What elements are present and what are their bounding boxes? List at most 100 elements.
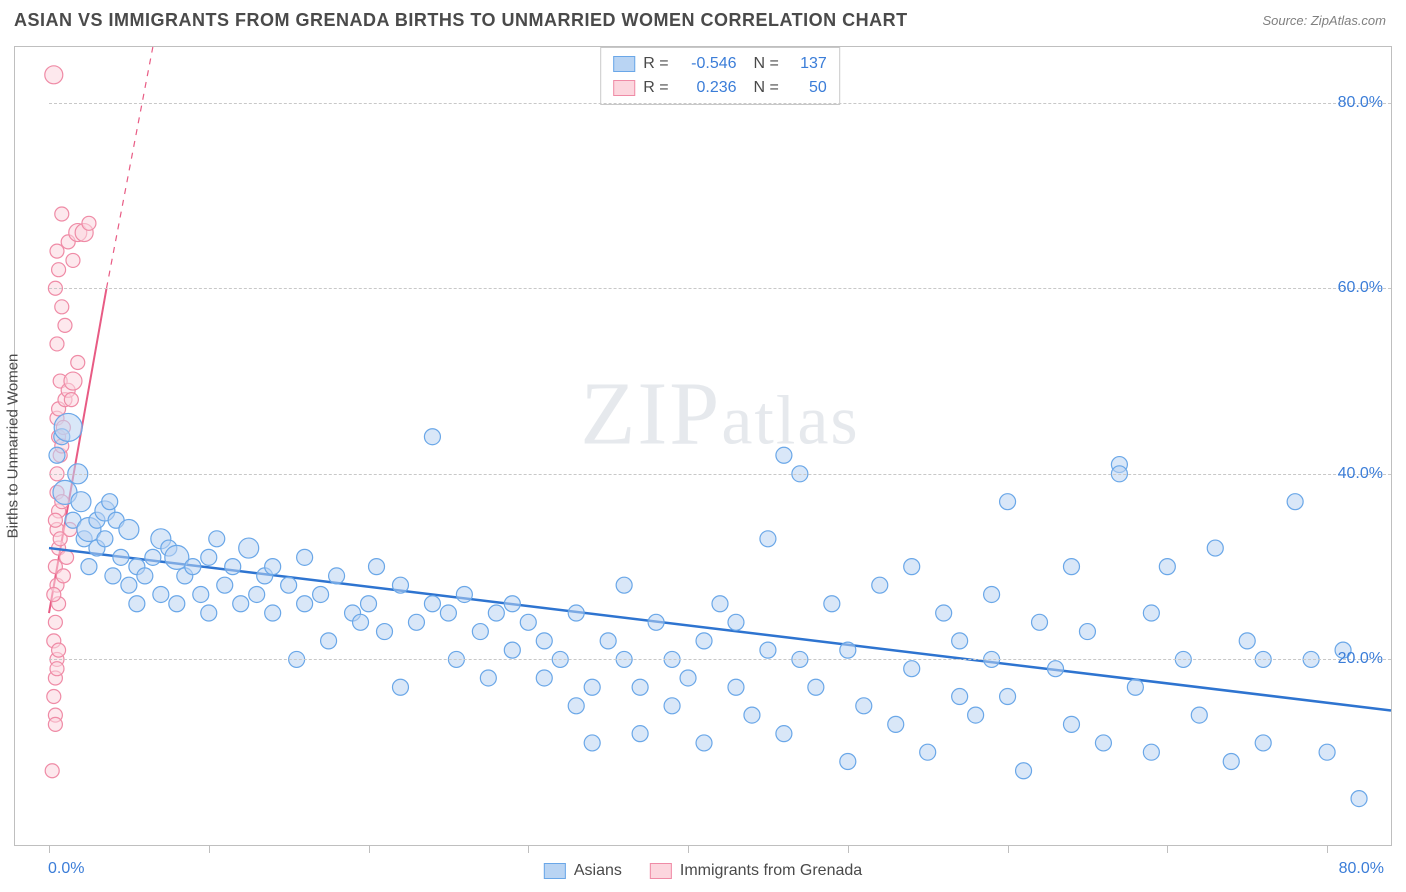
a-point: [297, 596, 313, 612]
a-point: [904, 559, 920, 575]
stat-n-label: N =: [745, 76, 779, 100]
b-point: [45, 66, 63, 84]
a-point: [712, 596, 728, 612]
stats-legend-row: R =-0.546 N =137: [613, 52, 827, 76]
a-trend-line: [49, 548, 1391, 710]
a-point: [185, 559, 201, 575]
a-point: [744, 707, 760, 723]
x-tick: [688, 845, 689, 853]
a-point: [904, 661, 920, 677]
x-tick: [1167, 845, 1168, 853]
a-point: [728, 679, 744, 695]
b-point: [60, 550, 74, 564]
a-point: [824, 596, 840, 612]
a-point: [1063, 716, 1079, 732]
legend-item: Immigrants from Grenada: [650, 862, 862, 880]
series-legend: Asians Immigrants from Grenada: [544, 862, 862, 880]
b-point: [50, 337, 64, 351]
b-point: [52, 643, 66, 657]
a-point: [480, 670, 496, 686]
a-point: [329, 568, 345, 584]
a-point: [369, 559, 385, 575]
a-point: [313, 586, 329, 602]
a-point: [520, 614, 536, 630]
a-point: [808, 679, 824, 695]
a-point: [97, 531, 113, 547]
source-attribution: Source: ZipAtlas.com: [1262, 13, 1386, 28]
a-point: [952, 633, 968, 649]
b-point: [47, 690, 61, 704]
gridline: [49, 288, 1391, 289]
a-point: [984, 586, 1000, 602]
a-point: [472, 624, 488, 640]
a-point: [728, 614, 744, 630]
x-tick: [1327, 845, 1328, 853]
b-point: [66, 253, 80, 267]
a-point: [1287, 494, 1303, 510]
x-axis-max-label: 80.0%: [1339, 860, 1384, 878]
a-point: [265, 559, 281, 575]
a-point: [392, 577, 408, 593]
a-point: [696, 735, 712, 751]
a-point: [1207, 540, 1223, 556]
a-point: [169, 596, 185, 612]
y-tick-label: 40.0%: [1338, 465, 1383, 483]
a-point: [568, 605, 584, 621]
b-point: [47, 587, 61, 601]
b-point: [64, 393, 78, 407]
b-point: [82, 216, 96, 230]
a-point: [233, 596, 249, 612]
a-point: [1319, 744, 1335, 760]
b-point: [48, 615, 62, 629]
a-point: [488, 605, 504, 621]
a-point: [121, 577, 137, 593]
a-point: [760, 531, 776, 547]
a-point: [49, 447, 65, 463]
source-name: ZipAtlas.com: [1311, 13, 1386, 28]
a-point: [648, 614, 664, 630]
b-point: [56, 569, 70, 583]
a-point: [616, 577, 632, 593]
legend-label: Immigrants from Grenada: [680, 862, 862, 880]
b-point: [50, 244, 64, 258]
a-point: [1159, 559, 1175, 575]
legend-swatch: [613, 56, 635, 72]
a-point: [840, 753, 856, 769]
a-point: [1032, 614, 1048, 630]
b-point: [50, 662, 64, 676]
a-point: [377, 624, 393, 640]
a-point: [1016, 763, 1032, 779]
a-point: [105, 568, 121, 584]
b-point: [64, 372, 82, 390]
a-point: [281, 577, 297, 593]
a-point: [872, 577, 888, 593]
a-point: [353, 614, 369, 630]
a-point: [424, 596, 440, 612]
a-point: [584, 735, 600, 751]
legend-swatch: [613, 80, 635, 96]
x-tick: [209, 845, 210, 853]
b-point: [52, 263, 66, 277]
a-point: [113, 549, 129, 565]
a-point: [265, 605, 281, 621]
x-axis-min-label: 0.0%: [48, 860, 84, 878]
stat-n-value: 50: [787, 76, 827, 100]
a-point: [536, 670, 552, 686]
a-point: [1239, 633, 1255, 649]
a-point: [1000, 689, 1016, 705]
legend-item: Asians: [544, 862, 622, 880]
a-point: [225, 559, 241, 575]
a-point: [584, 679, 600, 695]
a-point: [1143, 605, 1159, 621]
y-tick-label: 20.0%: [1338, 650, 1383, 668]
a-point: [680, 670, 696, 686]
a-point: [664, 698, 680, 714]
b-point: [45, 764, 59, 778]
a-point: [1095, 735, 1111, 751]
a-point: [249, 586, 265, 602]
x-tick: [1008, 845, 1009, 853]
a-point: [81, 559, 97, 575]
a-point: [760, 642, 776, 658]
y-tick-label: 80.0%: [1338, 94, 1383, 112]
b-trend-dash: [107, 47, 153, 288]
